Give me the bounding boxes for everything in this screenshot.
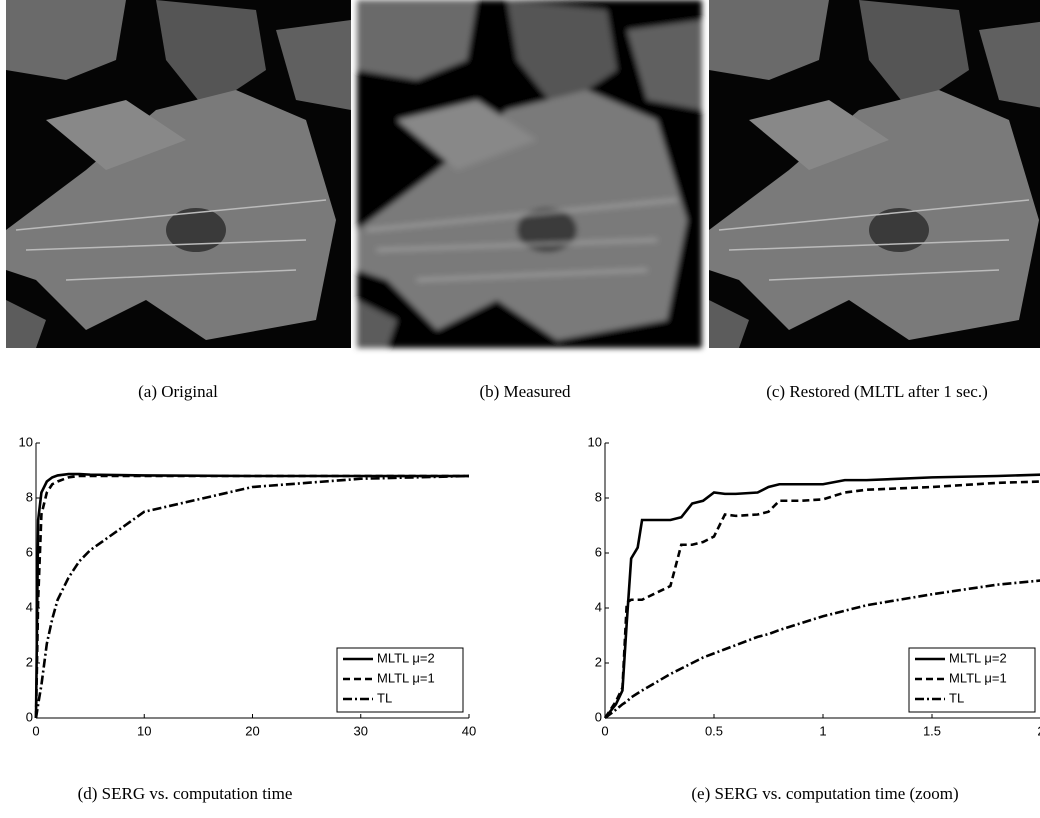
x-tick-label: 1.5 <box>923 723 941 738</box>
series-line <box>34 474 469 719</box>
x-tick-label: 20 <box>245 723 259 738</box>
legend-label: MLTL μ=1 <box>377 670 435 685</box>
y-tick-label: 10 <box>19 434 33 449</box>
x-tick-label: 0 <box>32 723 39 738</box>
legend-label: TL <box>377 690 392 705</box>
y-tick-label: 0 <box>26 709 33 724</box>
legend-label: TL <box>949 690 964 705</box>
legend-label: MLTL μ=2 <box>949 650 1007 665</box>
series-line <box>603 473 1040 719</box>
x-tick-label: 0 <box>601 723 608 738</box>
x-tick-label: 2 <box>1037 723 1040 738</box>
caption: (b) Measured <box>479 382 571 401</box>
series-line <box>603 480 1040 719</box>
y-tick-label: 0 <box>595 709 602 724</box>
legend-label: MLTL μ=1 <box>949 670 1007 685</box>
caption: (e) SERG vs. computation time (zoom) <box>691 784 958 803</box>
image-measured <box>356 0 703 349</box>
y-tick-label: 6 <box>26 544 33 559</box>
y-tick-label: 10 <box>588 434 602 449</box>
y-tick-label: 2 <box>595 654 602 669</box>
caption: (d) SERG vs. computation time <box>78 784 293 803</box>
series-line <box>34 472 469 719</box>
caption: (c) Restored (MLTL after 1 sec.) <box>766 382 988 401</box>
x-tick-label: 1 <box>819 723 826 738</box>
y-tick-label: 8 <box>595 489 602 504</box>
x-tick-label: 0.5 <box>705 723 723 738</box>
legend-label: MLTL μ=2 <box>377 650 435 665</box>
image-restored <box>708 0 1040 349</box>
y-tick-label: 4 <box>26 599 33 614</box>
y-tick-label: 6 <box>595 544 602 559</box>
x-tick-label: 10 <box>137 723 151 738</box>
x-tick-label: 40 <box>462 723 476 738</box>
series-line <box>604 579 1040 720</box>
y-tick-label: 4 <box>595 599 602 614</box>
series-line <box>34 474 470 719</box>
caption: (a) Original <box>138 382 218 401</box>
image-original <box>5 0 352 349</box>
x-tick-label: 30 <box>354 723 368 738</box>
y-tick-label: 8 <box>26 489 33 504</box>
y-tick-label: 2 <box>26 654 33 669</box>
